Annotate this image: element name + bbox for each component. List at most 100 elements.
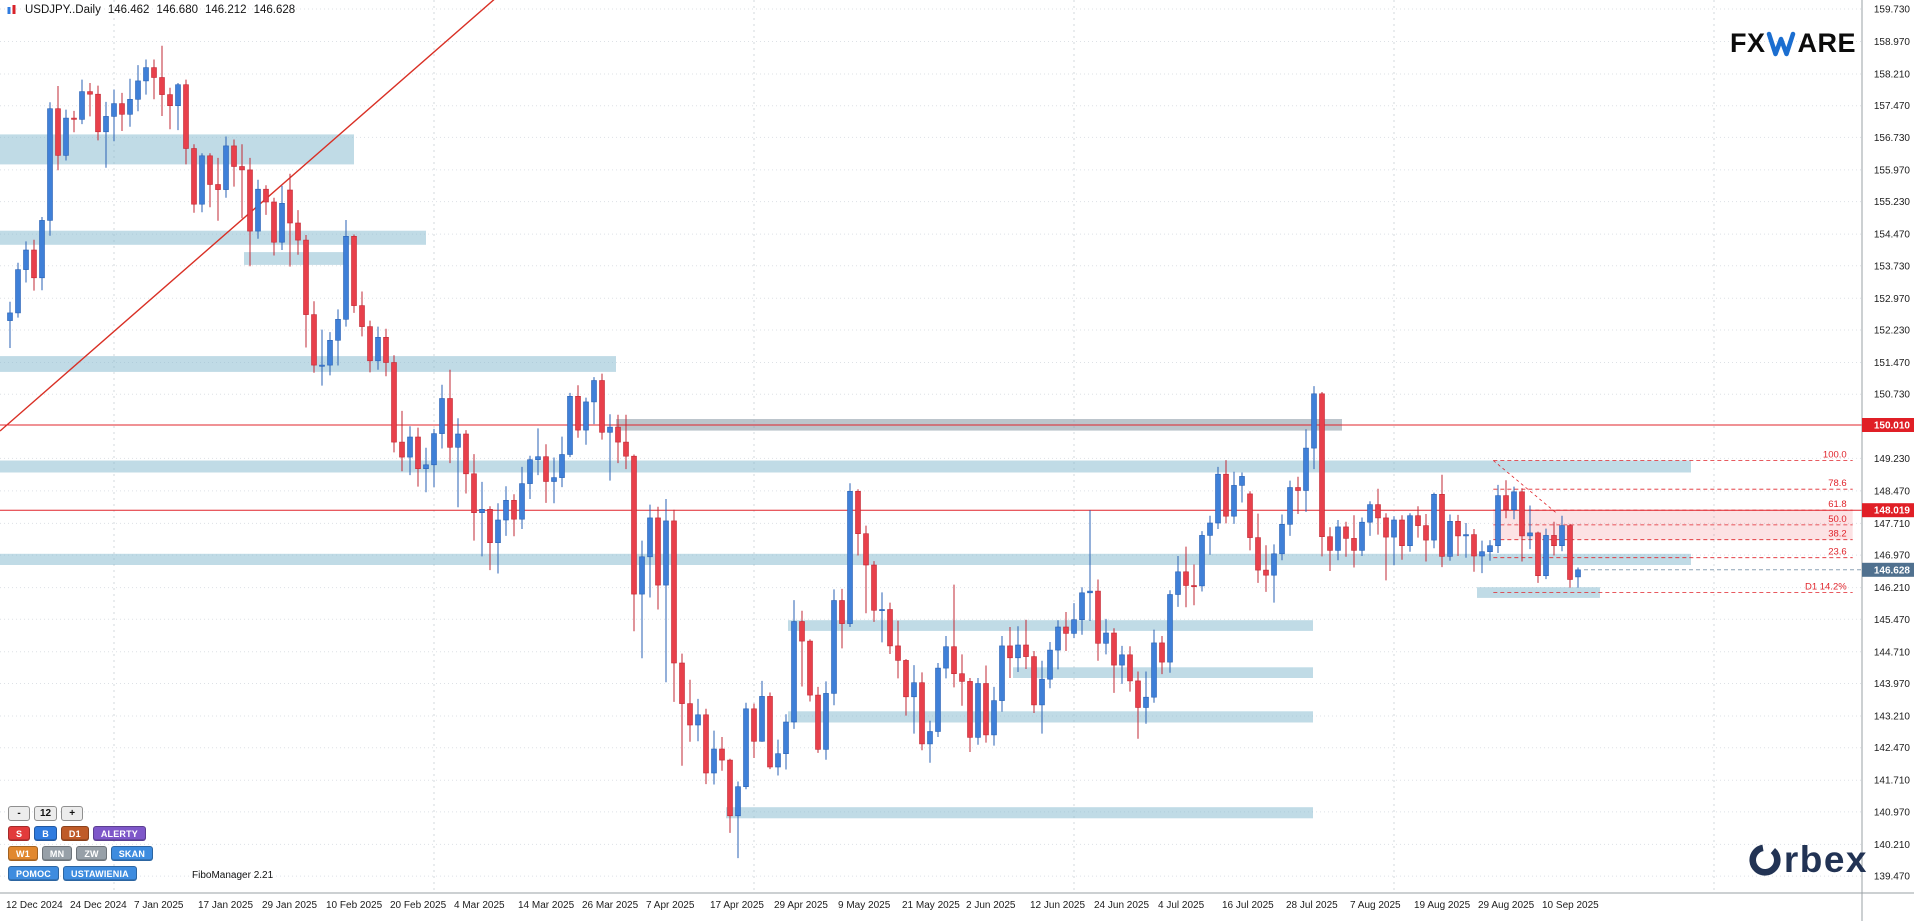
price-tag-148.019 [1862,503,1914,518]
date-axis-label: 7 Apr 2025 [646,900,695,911]
symbol-icon [7,5,16,14]
fxware-text-fx: FX [1729,28,1766,58]
date-axis-label: 12 Dec 2024 [6,900,63,911]
ohlc-open: 146.462 [107,4,150,16]
price-tag-label: 148.019 [1874,506,1911,517]
date-axis-label: 7 Aug 2025 [1350,900,1401,911]
candles-layer [7,45,1581,859]
orbex-text: rbex [1783,839,1868,880]
date-axis-label: 19 Aug 2025 [1414,900,1471,911]
price-axis-label: 148.470 [1874,486,1911,497]
price-tag-label: 146.628 [1874,565,1911,576]
date-axis-label: 29 Apr 2025 [774,900,828,911]
toolbar-button-w1[interactable]: W1 [8,846,38,861]
zone-blue [0,356,616,372]
price-axis-label: 140.210 [1874,840,1911,851]
price-tag-146.628 [1862,562,1914,577]
date-axis-label: 10 Feb 2025 [326,900,383,911]
fib-anchor-line [1493,460,1557,514]
price-axis-label: 144.710 [1874,647,1911,658]
price-tag-150.010 [1862,418,1914,432]
zone-blue [244,252,348,265]
orbex-logo: rbex [1748,839,1868,881]
fibomanager-version: FiboManager 2.21 [192,870,274,881]
price-axis-label: 156.730 [1874,133,1911,144]
price-axis-label: 150.730 [1874,390,1911,401]
fib-level-label: 78.6 [1828,478,1847,489]
date-axis-label: 2 Jun 2025 [966,900,1016,911]
fib-level-label: D1 14.2% [1805,581,1847,592]
toolbar-button-ustawienia[interactable]: USTAWIENIA [63,866,137,881]
price-axis-label: 157.470 [1874,101,1911,112]
price-axis-label: 139.470 [1874,872,1911,883]
toolbar-timeframe-row: W1 MN ZW SKAN [8,846,154,861]
price-axis-label: 149.230 [1874,454,1911,465]
price-axis-label: 140.970 [1874,807,1911,818]
orbex-o-icon [1749,844,1781,876]
fib-level-label: 50.0 [1828,514,1847,525]
toolbar-button-12[interactable]: 12 [34,806,58,821]
date-axis-label: 26 Mar 2025 [582,900,639,911]
zone-blue [0,460,1691,473]
toolbar-button-skan[interactable]: SKAN [110,846,154,861]
price-axis-label: 153.730 [1874,261,1911,272]
symbol-name: USDJPY..Daily [25,4,101,16]
price-axis-label: 146.970 [1874,551,1911,562]
fib-level-label: 38.2 [1828,529,1847,540]
toolbar-button-mn[interactable]: MN [41,846,73,861]
toolbar-button-zw[interactable]: ZW [76,846,107,861]
toolbar-button--[interactable]: - [8,806,30,821]
toolbar-button-s[interactable]: S [8,826,31,841]
price-axis-label: 155.230 [1874,197,1911,208]
price-axis-label: 151.470 [1874,358,1911,369]
price-axis-label: 158.970 [1874,37,1911,48]
price-axis[interactable]: 159.730 158.970 158.210 157.470 156.730 155.9… [1861,0,1914,921]
date-axis-label: 20 Feb 2025 [390,900,447,911]
ohlc-high: 146.680 [156,4,198,16]
price-axis-label: 145.470 [1874,615,1911,626]
fib-level-label: 61.8 [1828,499,1847,510]
date-axis-label: 29 Aug 2025 [1478,900,1535,911]
date-axis-label: 10 Sep 2025 [1542,900,1599,911]
fibomanager-panel: -12 + S B D1 ALERTY W1 MN ZW SKAN POMOC USTAWIENIA [8,806,154,886]
price-tag-label: 150.010 [1874,421,1911,432]
date-axis-label: 4 Mar 2025 [454,900,505,911]
date-axis-label: 24 Jun 2025 [1094,900,1149,911]
ohlc-close: 146.628 [253,4,296,16]
zone-blue [788,711,1313,723]
fib-level-label: 23.6 [1828,547,1847,558]
price-axis-label: 155.970 [1874,165,1911,176]
price-axis-label: 152.230 [1874,326,1911,337]
price-axis-label: 143.970 [1874,679,1911,690]
price-axis-label: 159.730 [1874,5,1911,16]
toolbar-button-b[interactable]: B [34,826,57,841]
zone-blue [1013,667,1313,678]
price-axis-label: 147.710 [1874,519,1911,530]
toolbar-button-d1[interactable]: D1 [60,826,89,841]
date-axis-label: 29 Jan 2025 [262,900,317,911]
price-axis-label: 158.210 [1874,70,1911,81]
toolbar-zoom-row: -12 + [8,806,153,821]
price-axis-label: 146.210 [1874,583,1911,594]
fib-level-label: 100.0 [1823,450,1847,461]
trendline[interactable] [0,0,495,432]
fxware-w-icon [1767,31,1796,56]
toolbar-trade-row: S B D1 ALERTY [8,826,153,841]
price-axis-label: 143.210 [1874,712,1911,723]
date-axis-label: 7 Jan 2025 [134,900,184,911]
fxware-text-are: ARE [1797,28,1856,58]
toolbar-button-alerty[interactable]: ALERTY [92,826,147,841]
price-axis-label: 154.470 [1874,230,1911,241]
zone-blue [0,230,426,245]
price-axis-label: 142.470 [1874,743,1911,754]
toolbar-settings-row: POMOC USTAWIENIA [8,866,153,881]
fxware-logo: FX ARE [1730,28,1856,59]
date-axis[interactable]: 12 Dec 2024 24 Dec 2024 7 Jan 2025 17 Jan 2… [0,892,1914,911]
zone-blue [788,620,1313,631]
ohlc-low: 146.212 [205,4,247,16]
date-axis-label: 14 Mar 2025 [518,900,575,911]
toolbar-button-+[interactable]: + [61,806,84,821]
toolbar-button-pomoc[interactable]: POMOC [8,866,60,881]
